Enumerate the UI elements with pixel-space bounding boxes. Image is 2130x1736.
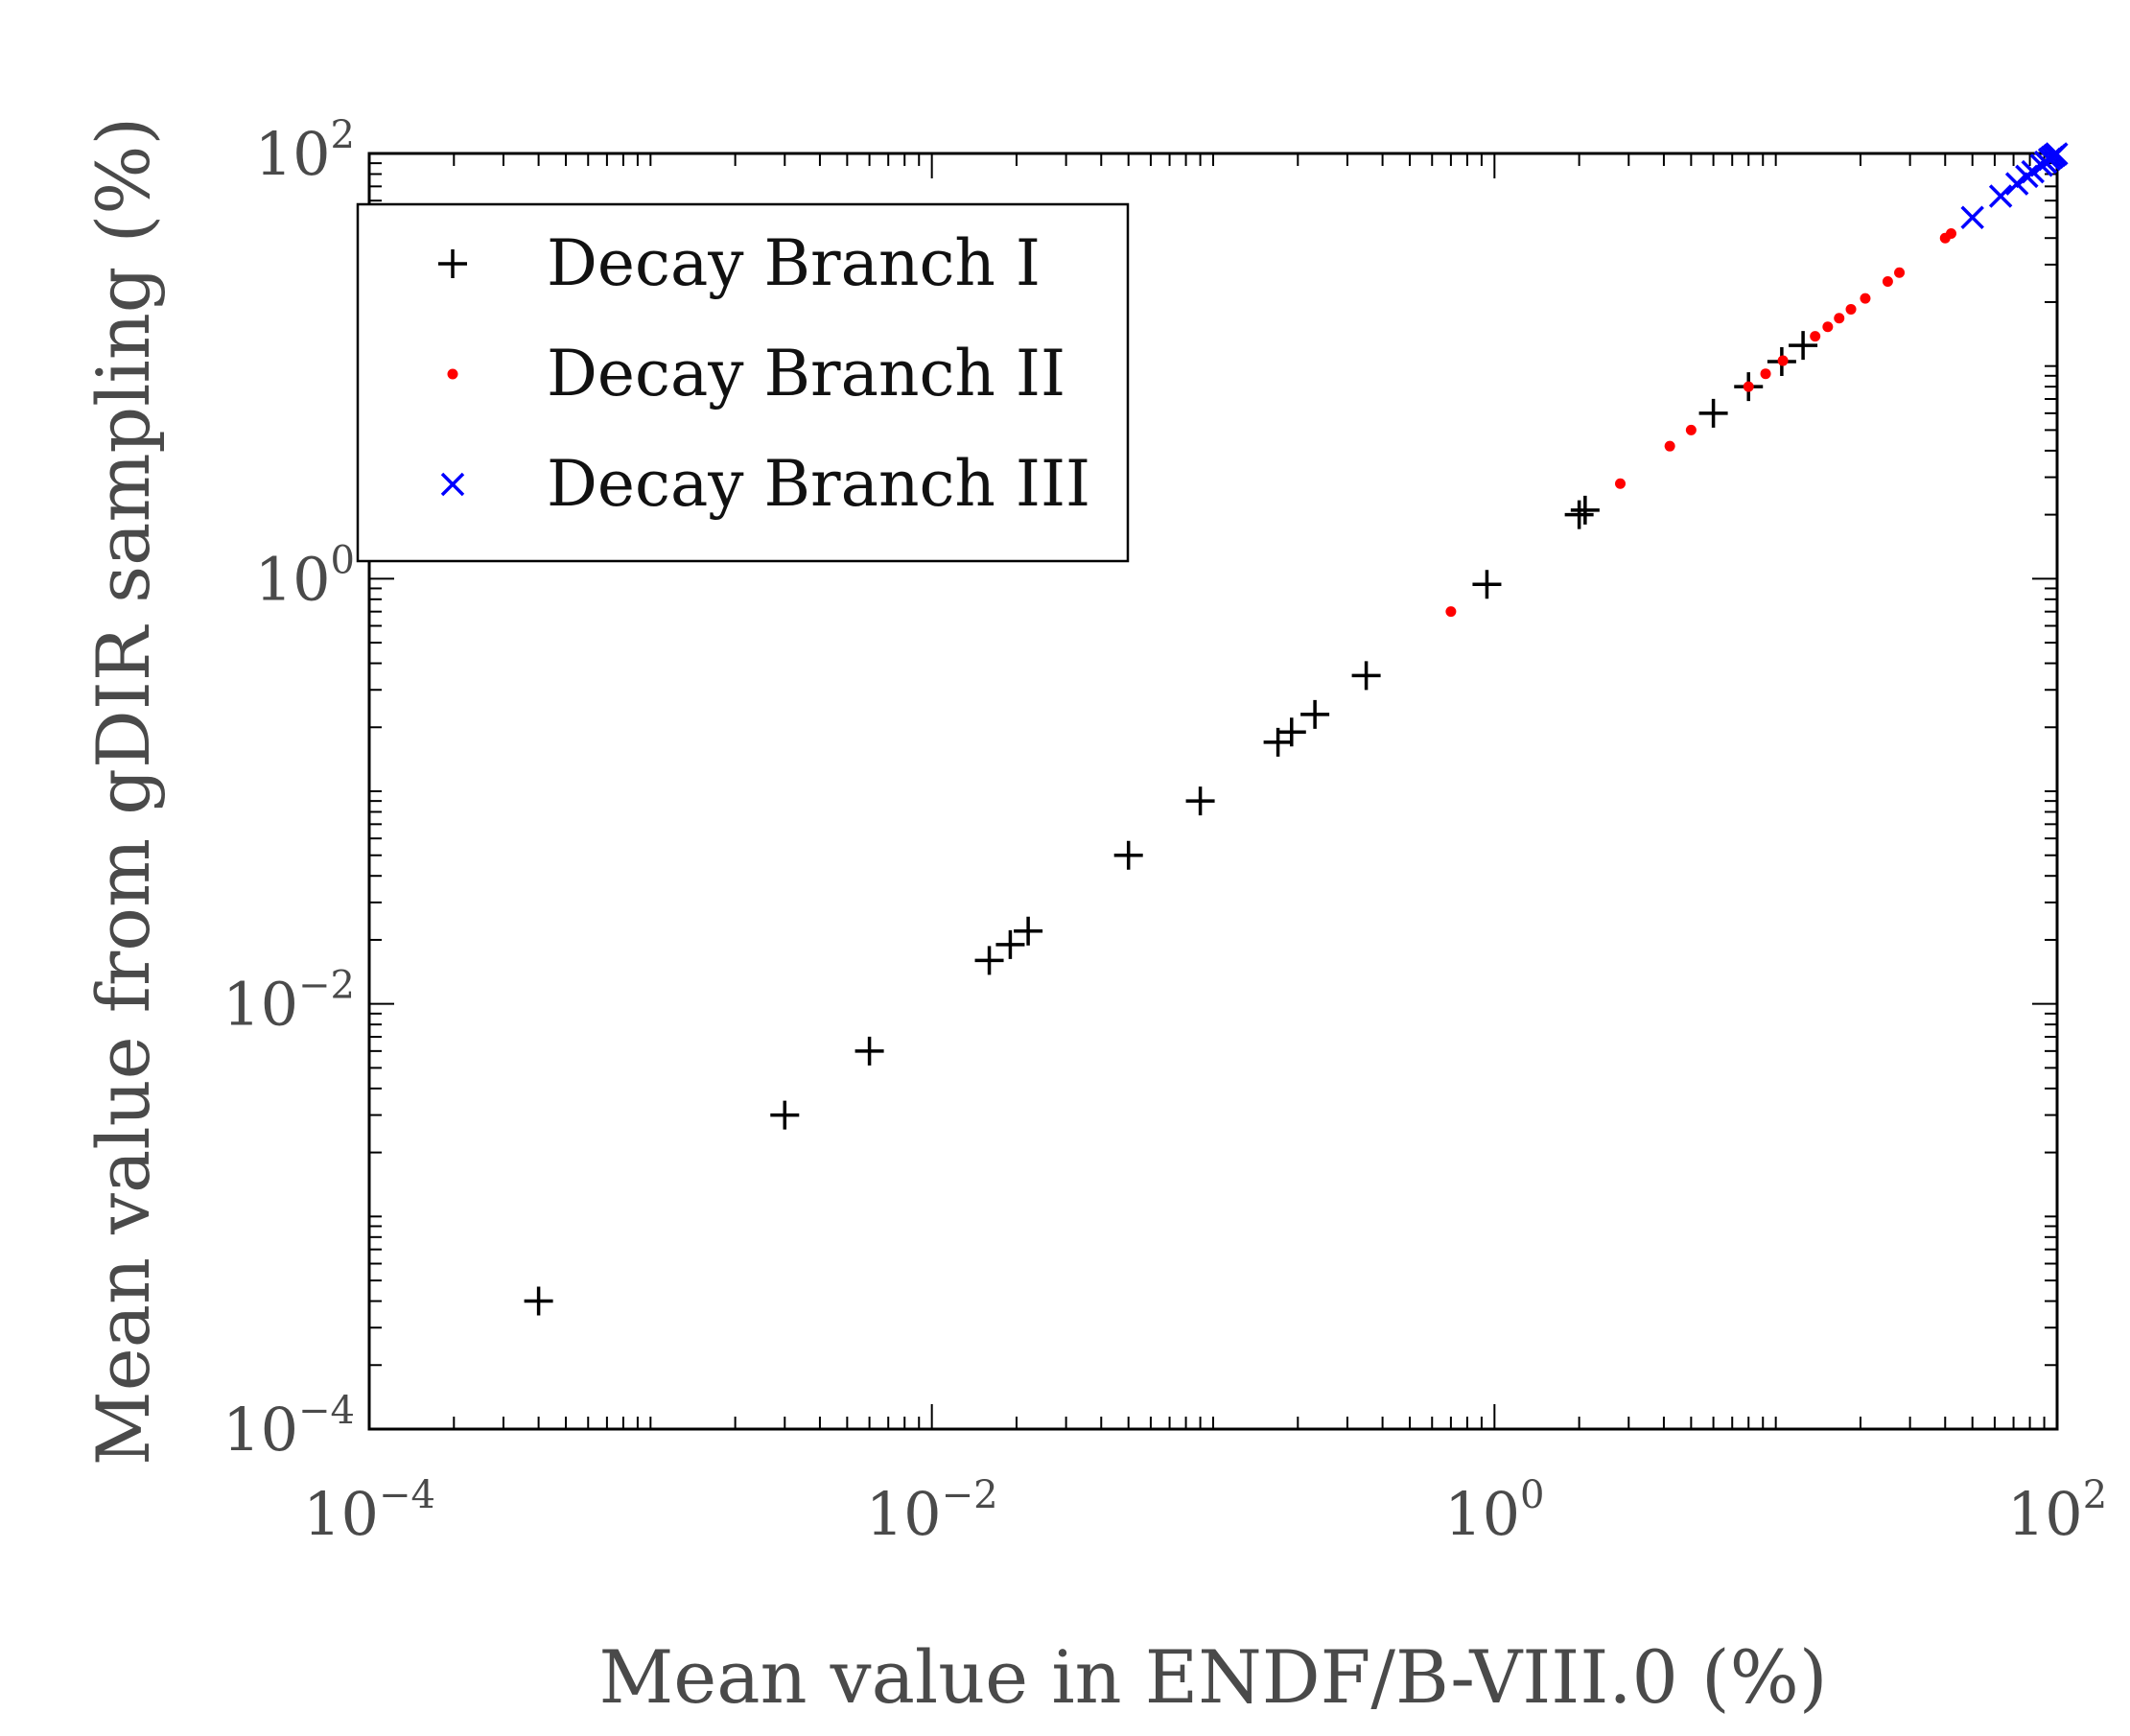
y-tick-labels: 10−4 10−2 100 102 — [222, 113, 355, 1465]
data-point-branch-1 — [1276, 717, 1306, 747]
data-point-branch-1 — [1351, 661, 1381, 691]
data-point-branch-1 — [1570, 495, 1600, 525]
x-tick-label: 10−2 — [866, 1473, 998, 1549]
data-point-branch-1 — [1113, 840, 1143, 870]
data-point-branch-1 — [524, 1286, 553, 1316]
data-point-branch-2 — [1664, 440, 1675, 452]
y-axis-label: Mean value from gDIR sampling (%) — [81, 117, 166, 1466]
data-point-branch-3 — [2004, 172, 2029, 196]
legend-label-branch-iii: Decay Branch III — [547, 447, 1090, 521]
data-point-branch-1 — [1014, 916, 1043, 946]
y-tick-label: 100 — [255, 538, 355, 614]
legend-label-branch-ii: Decay Branch II — [547, 337, 1065, 411]
data-point-branch-2 — [1822, 321, 1834, 333]
data-point-branch-1 — [1472, 570, 1502, 599]
data-point-branch-3 — [1960, 205, 1984, 229]
data-point-branch-1 — [854, 1036, 884, 1066]
data-points — [524, 142, 2069, 1316]
legend-markers — [438, 249, 467, 497]
data-point-branch-2 — [1760, 368, 1771, 380]
x-tick-label: 10−4 — [303, 1473, 435, 1549]
legend-box — [356, 202, 1130, 563]
data-point-branch-1 — [1698, 398, 1728, 428]
data-point-branch-2 — [1894, 267, 1906, 278]
data-point-branch-3 — [2045, 142, 2069, 166]
data-point-branch-1 — [995, 929, 1025, 959]
legend: Decay Branch I Decay Branch II Decay Bra… — [356, 202, 1130, 563]
data-point-branch-1 — [1185, 786, 1215, 816]
data-point-branch-3 — [1988, 184, 2013, 208]
legend-marker-branch-1 — [438, 249, 467, 278]
x-tick-labels: 10−4 10−2 100 102 — [303, 1473, 2107, 1549]
data-point-branch-2 — [1882, 275, 1893, 287]
y-tick-label: 102 — [255, 113, 355, 189]
y-tick-label: 10−4 — [222, 1389, 355, 1465]
plot-area — [367, 152, 2059, 1431]
data-point-branch-1 — [1789, 331, 1818, 361]
data-point-branch-1 — [1564, 500, 1594, 529]
data-point-branch-2 — [1614, 478, 1626, 489]
data-point-branch-1 — [974, 946, 1004, 975]
legend-label-branch-i: Decay Branch I — [547, 226, 1041, 300]
data-point-branch-2 — [1945, 228, 1956, 240]
data-point-branch-2 — [1685, 424, 1697, 435]
data-point-branch-2 — [1743, 381, 1754, 392]
x-tick-label: 102 — [2007, 1473, 2107, 1549]
legend-marker-branch-2 — [447, 368, 458, 380]
y-tick-label: 10−2 — [222, 964, 355, 1040]
data-point-branch-1 — [1300, 699, 1330, 729]
legend-marker-branch-3 — [440, 472, 465, 497]
data-point-branch-2 — [1810, 331, 1821, 342]
data-point-branch-2 — [1777, 355, 1789, 366]
data-point-branch-2 — [1845, 303, 1857, 315]
x-tick-label: 100 — [1444, 1473, 1544, 1549]
x-axis-label: Mean value in ENDF/B-VIII.0 (%) — [598, 1634, 1827, 1720]
data-point-branch-2 — [1834, 313, 1845, 324]
data-point-branch-1 — [770, 1100, 800, 1130]
data-point-branch-2 — [1445, 606, 1457, 618]
data-point-branch-2 — [1860, 293, 1871, 304]
